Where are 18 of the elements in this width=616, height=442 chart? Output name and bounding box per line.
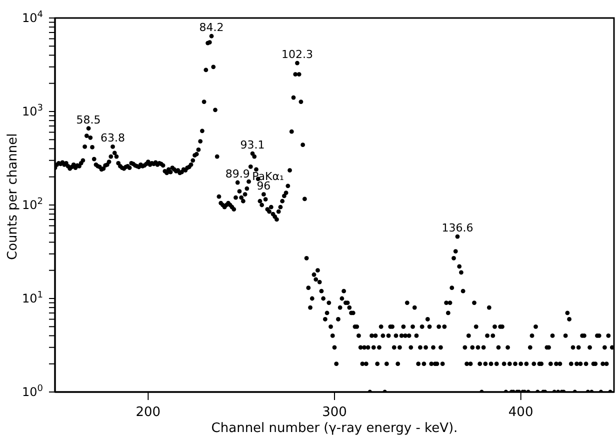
y-tick-label: 10$^{4}$ [22,10,44,25]
x-tick-label: 200 [136,405,161,420]
x-tick-label: 400 [508,405,534,420]
annotation: 89.9 [225,168,250,181]
annotation: 58.5 [76,113,101,126]
x-axis-title: Channel number (γ-ray energy - keV). [211,421,458,436]
y-tick-label: 10$^{1}$ [22,290,43,306]
annotation: 102.3 [281,48,313,62]
y-tick-label: 10$^{0}$ [22,384,44,399]
annotation: 96 [256,179,271,192]
x-tick-label: 300 [322,405,347,420]
y-axis-title: Counts per channel [6,133,21,260]
annotation: 93.1 [240,138,265,152]
y-tick-label: 10$^{3}$ [22,104,43,118]
annotation: 136.6 [442,222,474,235]
y-tick-label: 10$^{2}$ [22,197,43,212]
annotation: 84.2 [199,21,224,34]
annotation: 63.8 [100,132,126,145]
